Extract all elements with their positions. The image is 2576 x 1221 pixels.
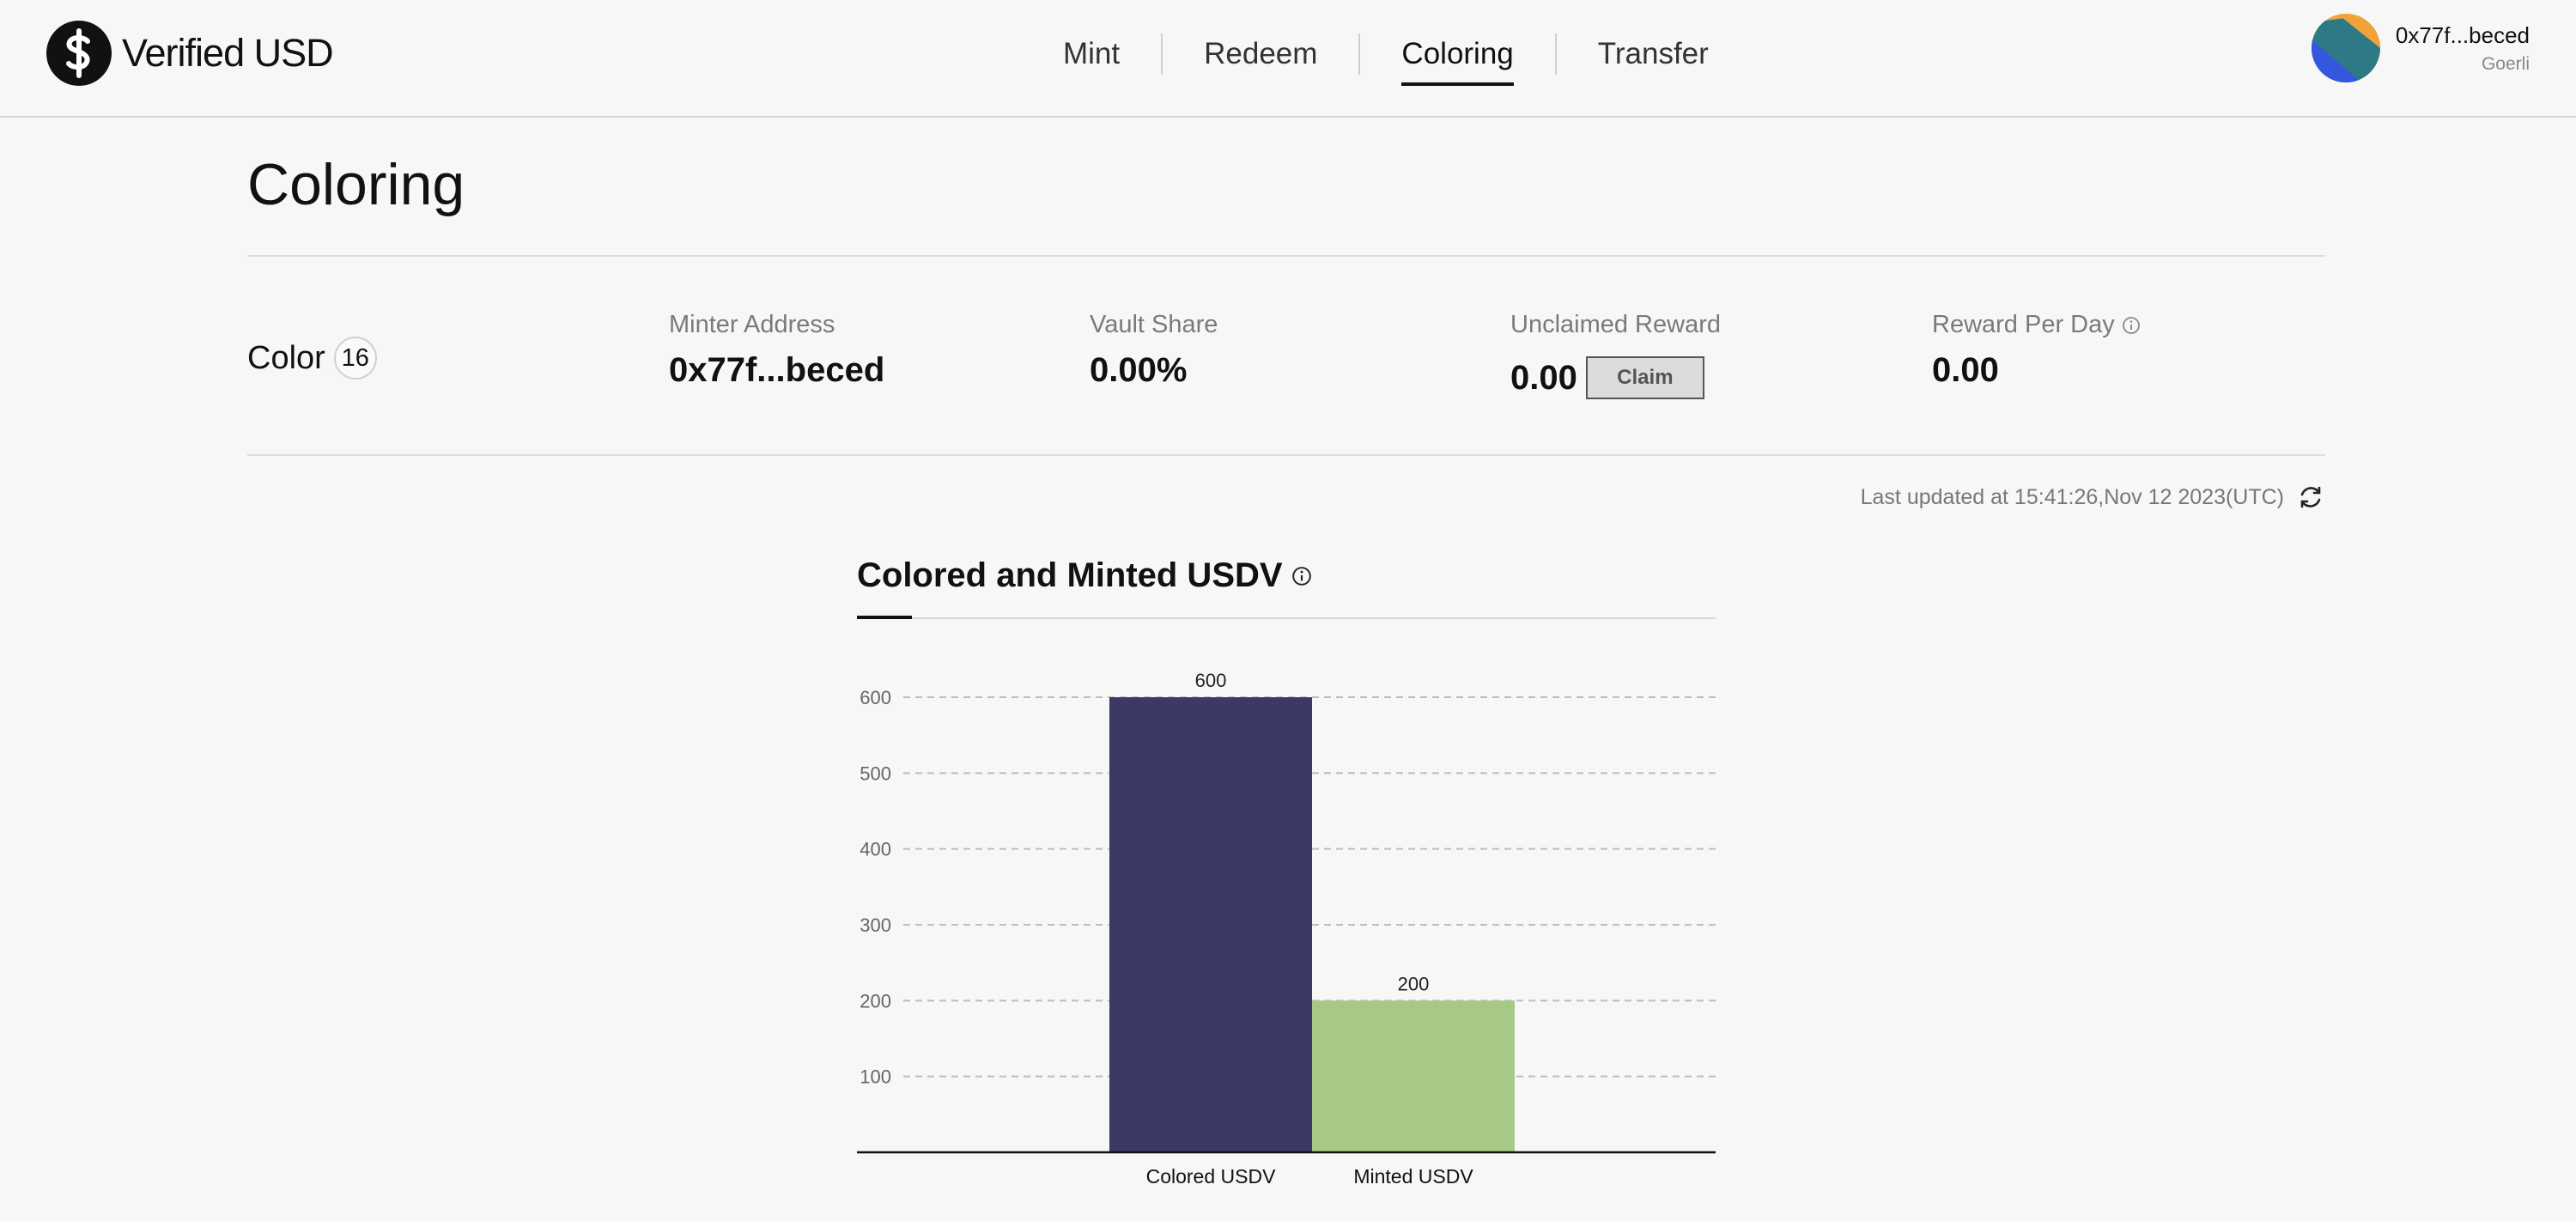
color-badge: 16 bbox=[333, 337, 377, 380]
stat-unclaimed-reward: Unclaimed Reward 0.00 Claim bbox=[1510, 311, 1721, 399]
stat-value-row: 0.00 Claim bbox=[1510, 356, 1721, 399]
wallet-button[interactable]: 0x77f...beced Goerli bbox=[2311, 14, 2530, 82]
color-label-text: Color bbox=[247, 339, 325, 376]
stat-label-row: Reward Per Day bbox=[1932, 311, 2141, 339]
stat-value: 0.00 bbox=[1932, 351, 1999, 389]
stat-value: 0.00 bbox=[1510, 358, 1577, 397]
nav-divider bbox=[1358, 33, 1361, 75]
x-tick-label: Minted USDV bbox=[1353, 1165, 1473, 1188]
brand-logo[interactable]: Verified USD bbox=[46, 21, 334, 86]
info-icon[interactable] bbox=[2122, 316, 2141, 335]
top-header: Verified USD Mint Redeem Coloring Transf… bbox=[0, 0, 2576, 118]
dollar-coin-icon bbox=[46, 21, 112, 86]
stat-label: Vault Share bbox=[1090, 311, 1218, 338]
nav-divider bbox=[1161, 33, 1163, 75]
stat-label: Unclaimed Reward bbox=[1510, 311, 1721, 338]
nav-divider bbox=[1554, 33, 1557, 75]
y-tick-label: 400 bbox=[860, 839, 891, 860]
wallet-network: Goerli bbox=[2481, 53, 2530, 74]
stat-value: 0x77f...beced bbox=[669, 351, 885, 389]
nav-redeem[interactable]: Redeem bbox=[1204, 37, 1318, 70]
x-tick-label: Colored USDV bbox=[1146, 1165, 1276, 1188]
y-tick-label: 300 bbox=[860, 914, 891, 936]
y-tick-label: 200 bbox=[860, 990, 891, 1011]
chart-title-accent bbox=[857, 616, 912, 619]
bar-minted-usdv bbox=[1312, 1000, 1515, 1152]
wallet-address: 0x77f...beced bbox=[2395, 21, 2530, 48]
bar-chart: 100 200 300 400 500 600 600 Colored USDV 200 Mint… bbox=[857, 670, 1716, 1188]
stat-minter-address: Minter Address 0x77f...beced bbox=[669, 311, 884, 390]
stat-label: Reward Per Day bbox=[1932, 311, 2115, 338]
y-tick-label: 600 bbox=[860, 687, 891, 708]
stat-vault-share: Vault Share 0.00% bbox=[1090, 311, 1218, 390]
last-updated: Last updated at 15:41:26,Nov 12 2023(UTC… bbox=[1861, 483, 2325, 512]
page-title: Coloring bbox=[247, 152, 465, 217]
wallet-info: 0x77f...beced Goerli bbox=[2396, 22, 2530, 75]
divider bbox=[247, 255, 2325, 257]
color-label: Color 16 bbox=[247, 337, 377, 380]
claim-button[interactable]: Claim bbox=[1585, 356, 1704, 399]
nav-mint[interactable]: Mint bbox=[1063, 37, 1121, 70]
brand-name: Verified USD bbox=[122, 31, 334, 75]
nav-coloring[interactable]: Coloring bbox=[1360, 24, 1554, 86]
y-tick-label: 100 bbox=[860, 1066, 891, 1088]
stat-reward-per-day: Reward Per Day 0.00 bbox=[1932, 311, 2141, 390]
chart-title-divider bbox=[857, 617, 1716, 619]
last-updated-text: Last updated at 15:41:26,Nov 12 2023(UTC… bbox=[1860, 484, 2284, 509]
y-tick-label: 500 bbox=[860, 762, 891, 784]
stat-value: 0.00% bbox=[1090, 351, 1188, 389]
data-label: 200 bbox=[1398, 973, 1430, 994]
nav-transfer[interactable]: Transfer bbox=[1597, 37, 1709, 70]
avatar bbox=[2311, 14, 2380, 82]
info-icon[interactable] bbox=[1291, 566, 1312, 586]
data-label: 600 bbox=[1195, 670, 1227, 691]
divider bbox=[247, 454, 2325, 456]
stat-label: Minter Address bbox=[669, 311, 835, 338]
refresh-icon[interactable] bbox=[2296, 483, 2325, 512]
chart-title-text: Colored and Minted USDV bbox=[857, 556, 1283, 594]
main-nav: Mint Redeem Coloring Transfer bbox=[1022, 24, 1750, 86]
chart-title: Colored and Minted USDV bbox=[857, 556, 1312, 595]
bar-colored-usdv bbox=[1109, 697, 1312, 1152]
